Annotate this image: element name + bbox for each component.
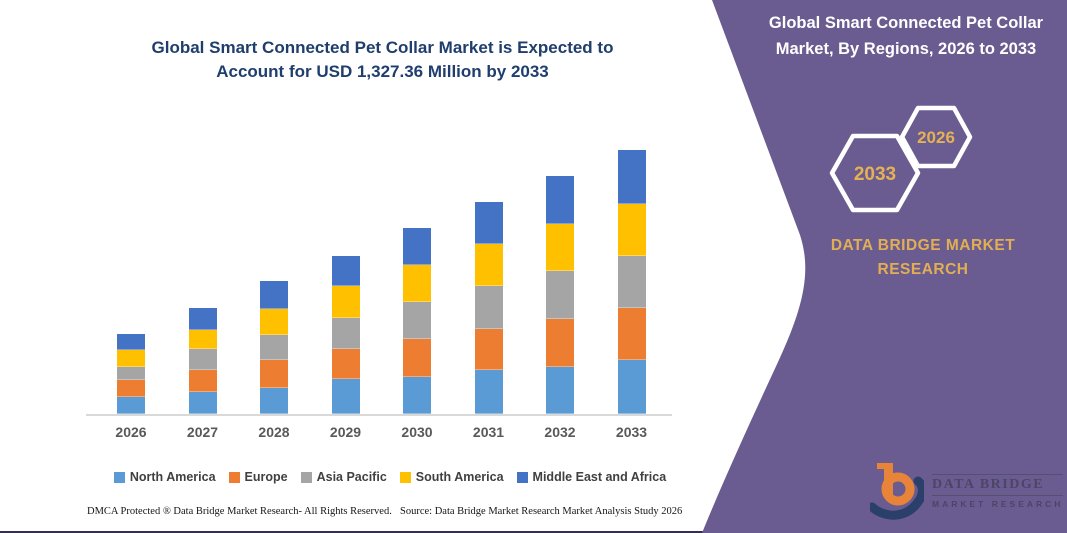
logo-text: DATA BRIDGE MARKET RESEARCH [932,473,1064,509]
source-footer-text: Source: Data Bridge Market Research Mark… [400,506,683,517]
data-bridge-logo: DATA BRIDGE MARKET RESEARCH [870,458,1064,524]
legend-label: South America [415,470,504,484]
legend-swatch [399,471,411,483]
legend-item-middle-east-and-africa: Middle East and Africa [516,470,667,484]
legend-item-south-america: South America [399,470,504,484]
bar-segment-middle-east-and-africa-2032 [546,175,574,225]
bar-segment-europe-2027 [188,370,217,392]
legend-item-asia-pacific: Asia Pacific [300,470,387,484]
bar-segment-north-america-2028 [260,387,288,414]
legend-label: Asia Pacific [316,470,387,484]
brand-line1: DATA BRIDGE MARKET [830,237,1016,254]
bar-segment-middle-east-and-africa-2031 [474,202,503,244]
data-bridge-logo-icon [870,463,924,520]
bar-segment-asia-pacific-2031 [474,285,503,330]
brand-wordmark: DATA BRIDGE MARKET RESEARCH [790,234,1056,282]
chart-legend: North America Europe Asia Pacific South Ame… [40,470,740,484]
legend-item-north-america: North America [113,470,216,484]
chart-title-line2: Account for USD 1,327.36 Million by 2033 [216,62,549,81]
legend-swatch [113,471,125,483]
bar-segment-north-america-2031 [474,370,503,414]
x-axis-label-2033: 2033 [615,424,648,440]
bar-segment-asia-pacific-2033 [617,255,646,308]
x-axis-label-2026: 2026 [115,424,147,440]
legend-swatch [300,471,312,483]
x-axis-label-2031: 2031 [472,424,505,440]
x-axis-line [86,414,672,416]
logo-b-bowl [881,472,915,506]
x-axis-label-2029: 2029 [329,424,362,440]
bar-segment-north-america-2026 [117,397,145,414]
bar-segment-europe-2030 [403,339,431,377]
logo-name-text: DATA BRIDGE [932,473,1064,496]
logo-sub-text: MARKET RESEARCH [932,498,1064,509]
bar-segment-europe-2028 [260,360,288,388]
x-axis-label-2027: 2027 [186,424,219,440]
bar-segment-north-america-2027 [188,391,217,414]
x-axis-label-2028: 2028 [258,424,290,440]
bar-segment-middle-east-and-africa-2033 [617,150,646,204]
bar-segment-south-america-2033 [617,203,646,256]
bar-segment-south-america-2030 [403,264,431,303]
bar-segment-south-america-2027 [188,330,217,350]
hexagon-2026-label: 2026 [917,128,955,147]
bar-segment-asia-pacific-2029 [331,318,360,350]
bar-segment-europe-2033 [617,307,646,361]
x-axis-label-2030: 2030 [401,424,433,440]
bar-segment-south-america-2031 [474,243,503,286]
bar-segment-asia-pacific-2027 [188,349,217,371]
bar-segment-asia-pacific-2030 [403,302,431,340]
bar-segment-asia-pacific-2026 [117,367,145,380]
bar-segment-middle-east-and-africa-2030 [403,228,431,265]
bar-segment-middle-east-and-africa-2026 [117,333,145,351]
bottom-divider-line [0,531,1067,533]
bar-segment-middle-east-and-africa-2028 [260,281,288,309]
hexagon-2033: 2033 [829,133,921,213]
stacked-bar-chart: 2026 2027 2028 2029 2030 2031 2032 2033 [86,150,672,440]
logo-b-flag [877,463,885,469]
chart-title: Global Smart Connected Pet Collar Market… [105,36,660,84]
bar-segment-asia-pacific-2032 [546,270,574,319]
bar-segment-south-america-2026 [117,350,145,368]
bar-segment-north-america-2030 [403,376,431,414]
legend-swatch [516,471,528,483]
legend-label: North America [129,470,216,484]
bar-segment-middle-east-and-africa-2027 [188,307,217,331]
bar-segment-middle-east-and-africa-2029 [331,256,360,286]
bar-segment-europe-2031 [474,329,503,371]
bar-segment-europe-2029 [331,349,360,379]
hexagon-2033-label: 2033 [854,164,896,185]
legend-label: Europe [244,470,288,484]
brand-line2: RESEARCH [877,261,969,278]
dmca-footer-text: DMCA Protected ® Data Bridge Market Rese… [87,506,392,517]
legend-swatch [228,471,240,483]
bar-segment-north-america-2033 [617,360,646,414]
year-hexagons: 2026 2033 [829,105,973,213]
bar-segment-north-america-2029 [331,378,360,414]
bar-segment-south-america-2028 [260,308,288,336]
x-axis-label-2032: 2032 [544,424,576,440]
bar-segment-asia-pacific-2028 [260,335,288,361]
legend-item-europe: Europe [228,470,288,484]
bar-segment-south-america-2029 [331,285,360,319]
bar-segment-north-america-2032 [546,366,574,414]
hexagon-2026: 2026 [899,105,973,169]
bar-segment-europe-2026 [117,379,145,398]
bar-segment-europe-2032 [546,318,574,367]
chart-title-line1: Global Smart Connected Pet Collar Market… [151,38,614,57]
panel-title: Global Smart Connected Pet Collar Market… [768,14,1044,58]
bar-segment-south-america-2032 [546,224,574,271]
legend-label: Middle East and Africa [532,470,667,484]
